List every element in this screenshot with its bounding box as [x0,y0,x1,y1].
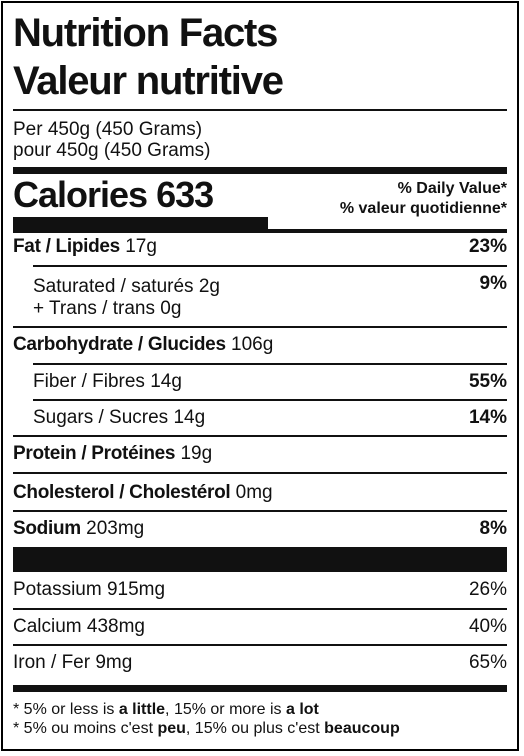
protein-amount: 19g [180,443,213,464]
iron-row: Iron / Fer 9mg 65% [13,650,507,676]
fiber-label: Fiber / Fibres [33,371,145,392]
serving-size-french: pour 450g (450 Grams) [13,140,211,161]
calories-label: Calories [13,174,148,215]
divider [33,265,507,267]
calories-line: Calories 633 [13,174,214,215]
thick-divider [13,547,507,572]
divider [33,399,507,401]
potassium-dv: 26% [468,579,507,600]
footnote-english: * 5% or less is a little, 15% or more is… [13,701,319,718]
potassium-row: Potassium 915mg 26% [13,577,507,603]
protein-row: Protein / Protéines 19g [13,441,507,467]
title-english: Nutrition Facts [13,11,278,55]
divider [33,363,507,365]
divider [13,229,507,233]
saturated-row: Saturated / saturés 2g 9% [33,273,507,300]
fat-row: Fat / Lipides 17g 23% [13,234,507,260]
cholesterol-label: Cholesterol / Cholestérol [13,482,231,503]
divider [13,435,507,437]
saturated-label: Saturated / saturés [33,276,194,297]
trans-row: + Trans / trans 0g [33,296,507,322]
iron-label: Iron / Fer [13,652,91,673]
carbohydrate-label: Carbohydrate / Glucides [13,334,226,355]
daily-value-french: % valeur quotidienne* [339,200,507,217]
calcium-amount: 438mg [86,616,146,637]
carbohydrate-amount: 106g [231,334,274,355]
protein-label: Protein / Protéines [13,443,176,464]
saturated-dv: 9% [479,273,507,294]
trans-label: + Trans / trans [33,298,155,319]
saturated-amount: 2g [198,276,220,297]
sugars-dv: 14% [468,407,507,428]
fiber-row: Fiber / Fibres 14g 55% [33,369,507,395]
divider [13,472,507,474]
cholesterol-amount: 0mg [235,482,273,503]
cholesterol-row: Cholesterol / Cholestérol 0mg [13,480,507,506]
sodium-row: Sodium 203mg 8% [13,516,507,542]
divider [13,109,507,111]
sodium-label: Sodium [13,518,81,539]
fat-amount: 17g [125,236,157,257]
calcium-dv: 40% [468,616,507,637]
fat-label: Fat / Lipides [13,236,120,257]
potassium-label: Potassium [13,579,102,600]
calcium-row: Calcium 438mg 40% [13,614,507,640]
fat-dv: 23% [468,236,507,257]
trans-amount: 0g [160,298,182,319]
divider [13,608,507,610]
sugars-amount: 14g [173,407,206,428]
footnote-french: * 5% ou moins c'est peu, 15% ou plus c'e… [13,720,400,737]
potassium-amount: 915mg [106,579,166,600]
iron-dv: 65% [468,652,507,673]
carbohydrate-row: Carbohydrate / Glucides 106g [13,332,507,358]
sodium-amount: 203mg [86,518,145,539]
divider [13,644,507,646]
thick-divider [13,685,507,692]
fiber-amount: 14g [150,371,182,392]
daily-value-header: % Daily Value* % valeur quotidienne* [340,179,507,219]
iron-amount: 9mg [95,652,133,673]
thick-divider [13,167,507,174]
divider [13,326,507,328]
calcium-label: Calcium [13,616,82,637]
calories-underline [13,217,268,229]
sodium-dv: 8% [479,518,507,539]
title-french: Valeur nutritive [13,59,284,103]
serving-size-english: Per 450g (450 Grams) [13,119,203,140]
divider [13,510,507,512]
sugars-label: Sugars / Sucres [33,407,169,428]
fiber-dv: 55% [468,371,507,392]
sugars-row: Sugars / Sucres 14g 14% [33,405,507,431]
daily-value-english: % Daily Value* [397,180,507,197]
calories-value: 633 [156,174,214,215]
